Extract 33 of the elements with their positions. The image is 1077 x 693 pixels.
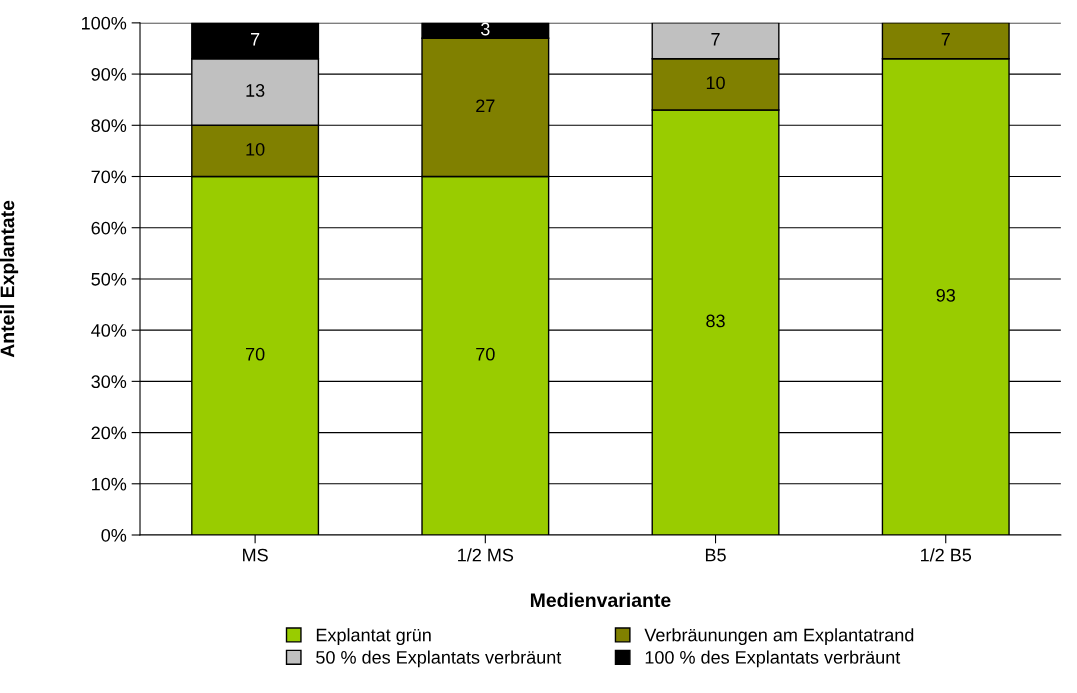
x-tick-label: B5: [705, 548, 726, 562]
y-tick-label: 20%: [91, 426, 127, 440]
x-tick-label: 1/2 B5: [921, 548, 972, 562]
data-label: 70: [246, 347, 265, 361]
data-label: 70: [476, 347, 495, 361]
x-tick-label: 1/2 MS: [458, 548, 514, 562]
y-tick-label: 60%: [91, 221, 127, 235]
y-tick-label: 70%: [91, 170, 127, 184]
y-tick-label: 40%: [91, 324, 127, 337]
y-tick-label: 30%: [91, 375, 127, 389]
legend-label: Verbräunungen am Explantatrand: [644, 628, 914, 645]
y-axis-title: Anteil Explantate: [0, 200, 19, 358]
x-tick-label: MS: [243, 548, 268, 562]
legend-label: 50 % des Explantats verbräunt: [316, 650, 562, 668]
data-label: 7: [711, 33, 720, 46]
y-tick-label: 10%: [92, 477, 127, 491]
data-label: 7: [251, 33, 260, 46]
y-tick-label: 50%: [91, 272, 127, 286]
y-tick-label: 0%: [101, 528, 127, 542]
data-label: 10: [246, 142, 265, 156]
data-label: 10: [706, 76, 725, 90]
data-label: 7: [941, 33, 950, 46]
data-label: 83: [706, 314, 725, 328]
x-axis-title: Medienvariante: [530, 592, 671, 608]
data-label: 3: [480, 22, 490, 36]
y-tick-label: 90%: [91, 68, 127, 81]
legend-label: 100 % des Explantats verbräunt: [645, 650, 901, 668]
data-label: 93: [936, 288, 955, 302]
y-tick-label: 80%: [91, 119, 127, 133]
y-tick-label: 100%: [82, 16, 127, 30]
data-label: 13: [246, 84, 265, 97]
data-label: 27: [476, 99, 495, 113]
legend-label: Explantat grün: [316, 628, 431, 645]
